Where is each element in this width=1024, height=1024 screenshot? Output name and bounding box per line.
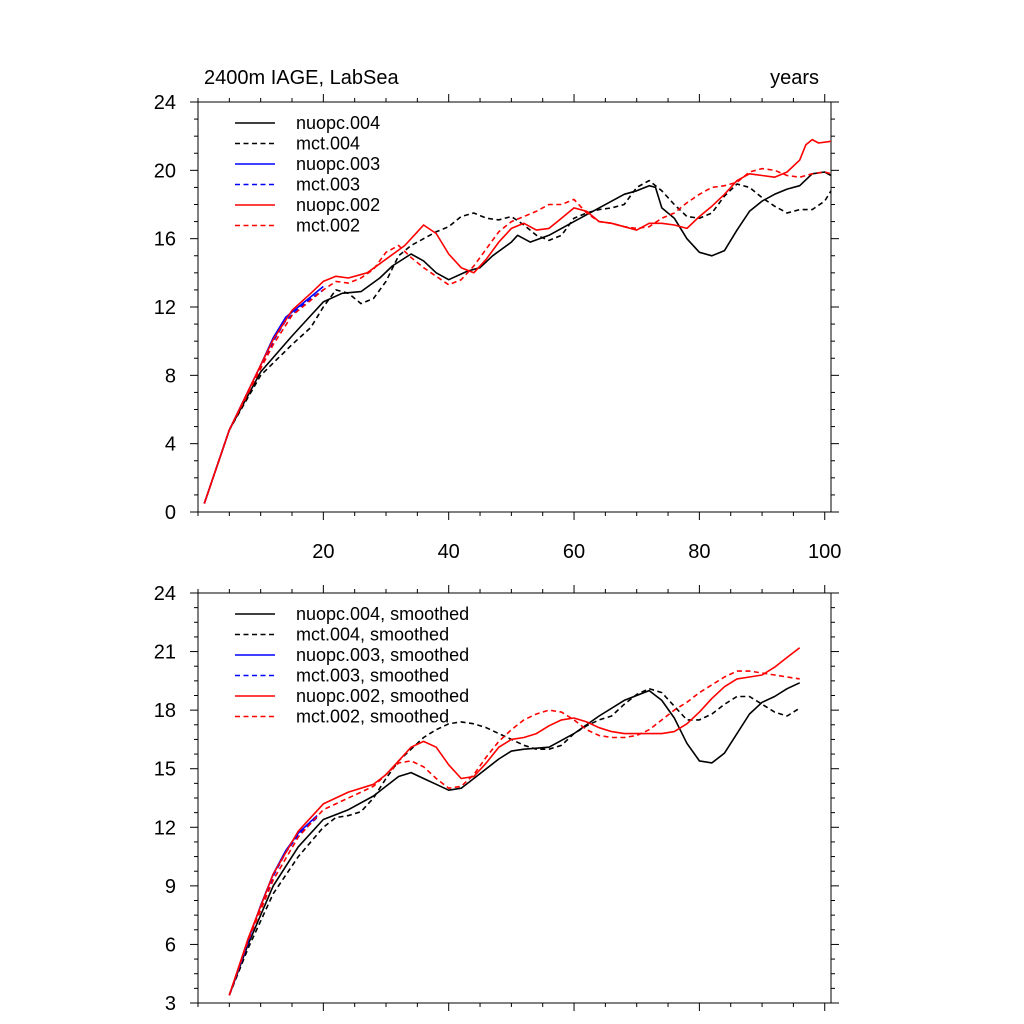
series-line — [228, 816, 318, 996]
series-line — [228, 687, 801, 996]
legend-label: mct.003, smoothed — [296, 666, 449, 686]
chart-right-label: years — [770, 67, 819, 89]
y-tick-label: 24 — [154, 583, 176, 605]
y-tick-label: 0 — [165, 502, 176, 524]
y-tick-label: 16 — [154, 229, 176, 251]
legend-label: nuopc.002, smoothed — [296, 686, 469, 706]
y-tick-label: 18 — [154, 700, 176, 722]
series-line — [203, 179, 832, 504]
bottom-panel: 3 6 9 12 15 18 21 24 nuopc.004, smoothedmct.004… — [154, 583, 839, 1015]
series-line — [228, 682, 801, 996]
legend-label: mct.004 — [296, 134, 360, 154]
series-line — [203, 171, 832, 504]
y-tick-label: 3 — [165, 993, 176, 1015]
tick-marks — [190, 94, 839, 520]
y-tick-label: 20 — [154, 160, 176, 182]
x-tick-label: 60 — [563, 541, 585, 563]
series-line — [228, 670, 800, 996]
series-line — [203, 167, 832, 504]
y-tick-label: 4 — [165, 434, 176, 456]
y-tick-labels: 3 6 9 12 15 18 21 24 — [154, 583, 176, 1015]
legend-label: nuopc.003 — [296, 154, 380, 174]
series-group — [203, 138, 832, 504]
legend-label: mct.004, smoothed — [296, 625, 449, 645]
series-line — [203, 138, 832, 504]
legend-label: nuopc.004, smoothed — [296, 604, 469, 624]
legend-label: nuopc.002 — [296, 195, 380, 215]
y-tick-label: 6 — [165, 934, 176, 956]
plot-frame — [197, 101, 832, 513]
legend-label: nuopc.004 — [296, 113, 380, 133]
series-line — [228, 815, 318, 996]
legend-label: mct.002 — [296, 216, 360, 236]
y-tick-label: 24 — [154, 92, 176, 114]
plot-frame — [197, 592, 832, 1004]
x-tick-labels: 20 40 60 80 100 — [312, 541, 841, 563]
y-tick-label: 12 — [154, 817, 176, 839]
y-tick-label: 8 — [165, 365, 176, 387]
legend-label: nuopc.003, smoothed — [296, 645, 469, 665]
y-tick-label: 9 — [165, 876, 176, 898]
series-line — [203, 285, 324, 504]
x-tick-label: 100 — [808, 541, 841, 563]
legend-label: mct.002, smoothed — [296, 707, 449, 727]
series-group — [228, 647, 801, 996]
legend-label: mct.003 — [296, 175, 360, 195]
chart-title: 2400m IAGE, LabSea — [204, 67, 399, 89]
top-panel: 2400m IAGE, LabSea years 0 4 8 12 16 20 24 20 4… — [154, 67, 842, 563]
x-tick-label: 80 — [688, 541, 710, 563]
x-tick-label: 40 — [438, 541, 460, 563]
y-tick-labels: 0 4 8 12 16 20 24 — [154, 92, 176, 524]
x-tick-label: 20 — [312, 541, 334, 563]
y-tick-label: 15 — [154, 759, 176, 781]
y-tick-label: 21 — [154, 642, 176, 664]
tick-marks — [190, 585, 839, 1011]
legend: nuopc.004mct.004nuopc.003mct.003nuopc.00… — [235, 113, 380, 236]
series-line — [228, 647, 801, 996]
y-tick-label: 12 — [154, 297, 176, 319]
